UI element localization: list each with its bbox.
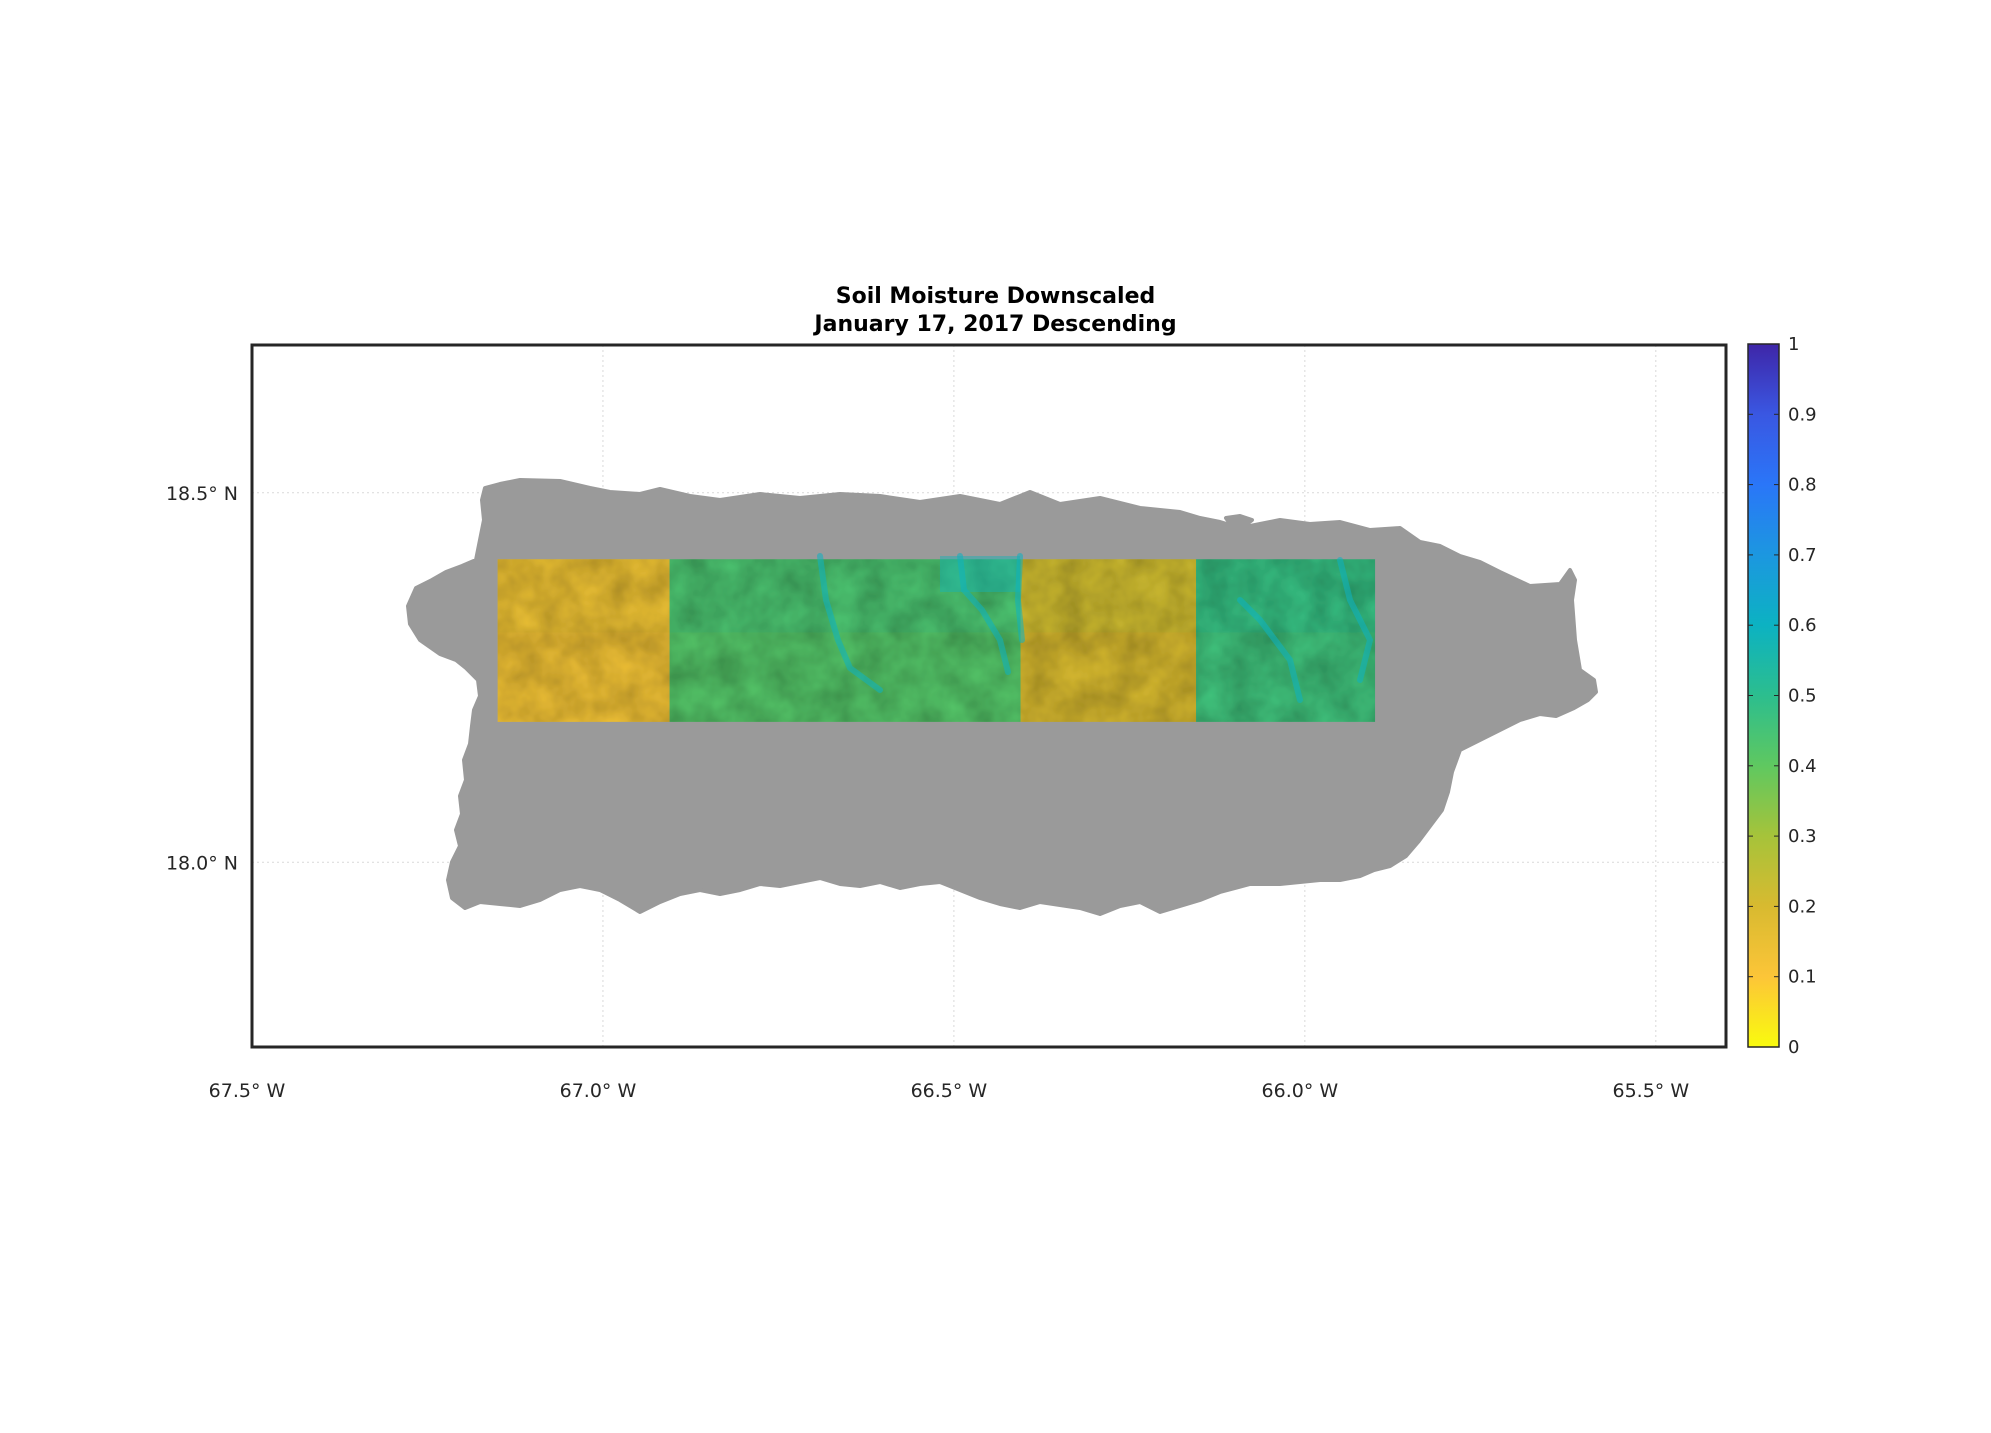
wet-patch: [940, 556, 1020, 592]
moisture-stream: [817, 553, 883, 693]
colorbar-ticks: 0 0.1 0.2 0.3 0.4 0.5 0.6 0.7 0.8 0.9 1: [1748, 334, 1817, 1058]
colorbar-tick-label: 0.6: [1788, 615, 1817, 636]
map-title: Soil Moisture Downscaled: [835, 284, 1156, 309]
map-subtitle: January 17, 2017 Descending: [814, 312, 1177, 337]
map-axes-frame: [250, 343, 1728, 1049]
soil-moisture-tiles: [497, 559, 1376, 722]
lat-tick-label: 18.5° N: [166, 483, 238, 505]
colorbar: 0 0.1 0.2 0.3 0.4 0.5 0.6 0.7 0.8 0.9 1: [1747, 334, 1817, 1058]
lat-tick-label: 18.0° N: [166, 852, 238, 874]
lon-tick-label: 66.0° W: [1262, 1080, 1339, 1102]
colorbar-tick-label: 0.1: [1788, 967, 1817, 988]
moisture-streams: [817, 553, 1374, 703]
longitude-tick-labels: 67.5° W 67.0° W 66.5° W 66.0° W 65.5° W: [209, 1080, 1690, 1102]
moisture-stream: [1237, 597, 1303, 703]
moisture-stream: [957, 553, 1011, 675]
colorbar-tick-label: 0.4: [1788, 756, 1817, 777]
lon-tick-label: 66.5° W: [911, 1080, 988, 1102]
latitude-tick-labels: 18.5° N 18.0° N: [166, 483, 238, 874]
colorbar-tick-label: 1: [1788, 334, 1799, 355]
lon-tick-label: 65.5° W: [1612, 1080, 1689, 1102]
colorbar-tick-label: 0.8: [1788, 475, 1817, 496]
colorbar-tick-label: 0.9: [1788, 404, 1817, 425]
moisture-stream: [1014, 553, 1025, 643]
colorbar-tick-label: 0: [1788, 1037, 1799, 1058]
tile-variation: [497, 559, 670, 633]
tile-variation: [1020, 559, 1197, 633]
colorbar-tick-label: 0.5: [1788, 686, 1817, 707]
colorbar-tick-label: 0.7: [1788, 545, 1817, 566]
lon-tick-label: 67.0° W: [560, 1080, 637, 1102]
colorbar-tick-label: 0.3: [1788, 826, 1817, 847]
map-title-block: Soil Moisture Downscaled January 17, 201…: [0, 283, 1991, 339]
moisture-stream: [1337, 557, 1374, 683]
colorbar-tick-label: 0.2: [1788, 896, 1817, 917]
lon-tick-label: 67.5° W: [209, 1080, 286, 1102]
